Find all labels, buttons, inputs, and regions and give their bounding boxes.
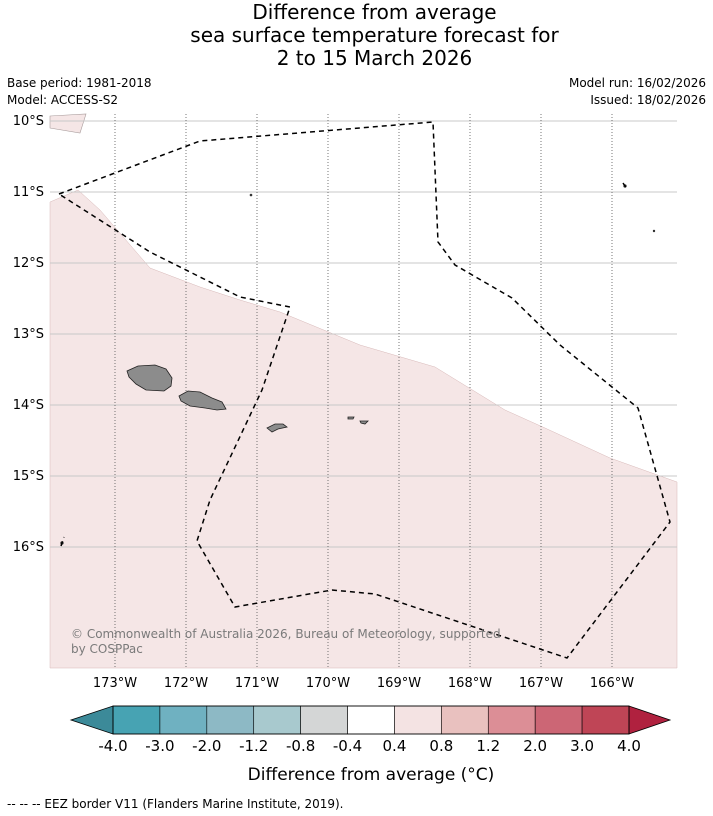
map-title-line-2: sea surface temperature forecast for [190, 23, 559, 47]
model-run-label: Model run: 16/02/2026 [568, 76, 706, 90]
issued-label: Issued: 18/02/2026 [590, 93, 706, 107]
colorbar-swatch [253, 705, 301, 735]
lat-label: 15°S [13, 469, 44, 484]
copyright-credit-line-2: by COSPPac [71, 642, 143, 656]
lat-label: 14°S [13, 398, 44, 413]
lat-label: 11°S [13, 185, 44, 200]
latitude-labels: 10°S 11°S 12°S 13°S 14°S 15°S 16°S [13, 114, 44, 555]
longitude-labels: 173°W 172°W 171°W 170°W 169°W 168°W 167°… [93, 676, 634, 691]
colorbar-min-extension [69, 705, 114, 735]
colorbar-swatch [347, 705, 395, 735]
colorbar-tick-label: -0.4 [333, 737, 362, 755]
colorbar-swatch [206, 705, 255, 735]
colorbar-swatch [581, 705, 630, 735]
colorbar-tick-label: -4.0 [98, 737, 127, 755]
colorbar-swatch [441, 705, 489, 735]
map-title-line-1: Difference from average [252, 0, 497, 24]
base-period-label: Base period: 1981-2018 [7, 76, 152, 90]
model-label: Model: ACCESS-S2 [7, 93, 119, 107]
colorbar-swatch [159, 705, 208, 735]
eez-borders [57, 121, 671, 659]
eez-border-east [622, 182, 628, 190]
lon-label: 173°W [93, 676, 137, 691]
colorbar-title: Difference from average (°C) [248, 765, 495, 785]
tutuila-island [266, 423, 288, 433]
colorbar-outline [112, 705, 630, 735]
latitude-gridlines [50, 120, 677, 548]
colorbar-swatch [487, 705, 536, 735]
colorbar-tick-labels: -4.0 -3.0 -2.0 -1.2 -0.8 -0.4 0.4 0.8 1.2 2.0 3.0 4… [98, 737, 641, 755]
savaii-island [126, 364, 173, 392]
colorbar-tick-label: -0.8 [286, 737, 315, 755]
manua-island-1 [347, 416, 355, 420]
lat-label: 16°S [13, 540, 44, 555]
lon-label: 169°W [377, 676, 421, 691]
colorbar-tick-label: -3.0 [145, 737, 174, 755]
lat-label: 13°S [13, 327, 44, 342]
eez-border-samoa [57, 121, 671, 659]
map-panel [49, 113, 678, 669]
map-title-line-3: 2 to 15 March 2026 [276, 46, 473, 70]
colorbar-swatch [394, 705, 442, 735]
eez-border-west [60, 536, 65, 547]
colorbar-swatch [300, 705, 348, 735]
upolu-island [178, 390, 227, 411]
lat-label: 12°S [13, 256, 44, 271]
eez-footnote: -- -- -- EEZ border V11 (Flanders Marine… [7, 797, 344, 811]
anomaly-region-0.4-0.8 [49, 189, 678, 669]
copyright-credit-line-1: © Commonwealth of Australia 2026, Bureau… [71, 627, 501, 641]
colorbar-swatches [112, 705, 630, 735]
lat-label: 10°S [13, 114, 44, 129]
atoll-east-2 [652, 229, 656, 233]
colorbar-tick-label: 3.0 [570, 737, 594, 755]
colorbar-tick-label: 0.8 [429, 737, 453, 755]
anomaly-region-small [49, 113, 87, 134]
lon-label: 171°W [235, 676, 279, 691]
colorbar: -4.0 -3.0 -2.0 -1.2 -0.8 -0.4 0.4 0.8 1.2 2.0 3.0 4… [69, 705, 672, 785]
manua-island-2 [359, 420, 369, 425]
longitude-gridlines [114, 114, 613, 668]
colorbar-tick-label: 0.4 [383, 737, 407, 755]
lon-label: 170°W [306, 676, 350, 691]
lon-label: 172°W [164, 676, 208, 691]
swains-island [249, 193, 253, 197]
colorbar-tick-label: -2.0 [192, 737, 221, 755]
colorbar-tick-label: -1.2 [239, 737, 268, 755]
colorbar-tick-label: 4.0 [617, 737, 641, 755]
samoa-islands [60, 184, 656, 545]
lon-label: 167°W [519, 676, 563, 691]
colorbar-swatch [112, 705, 161, 735]
lon-label: 166°W [590, 676, 634, 691]
colorbar-tick-label: 2.0 [523, 737, 547, 755]
colorbar-max-extension [628, 705, 672, 735]
colorbar-tick-label: 1.2 [476, 737, 500, 755]
colorbar-swatch [534, 705, 583, 735]
lon-label: 168°W [448, 676, 492, 691]
